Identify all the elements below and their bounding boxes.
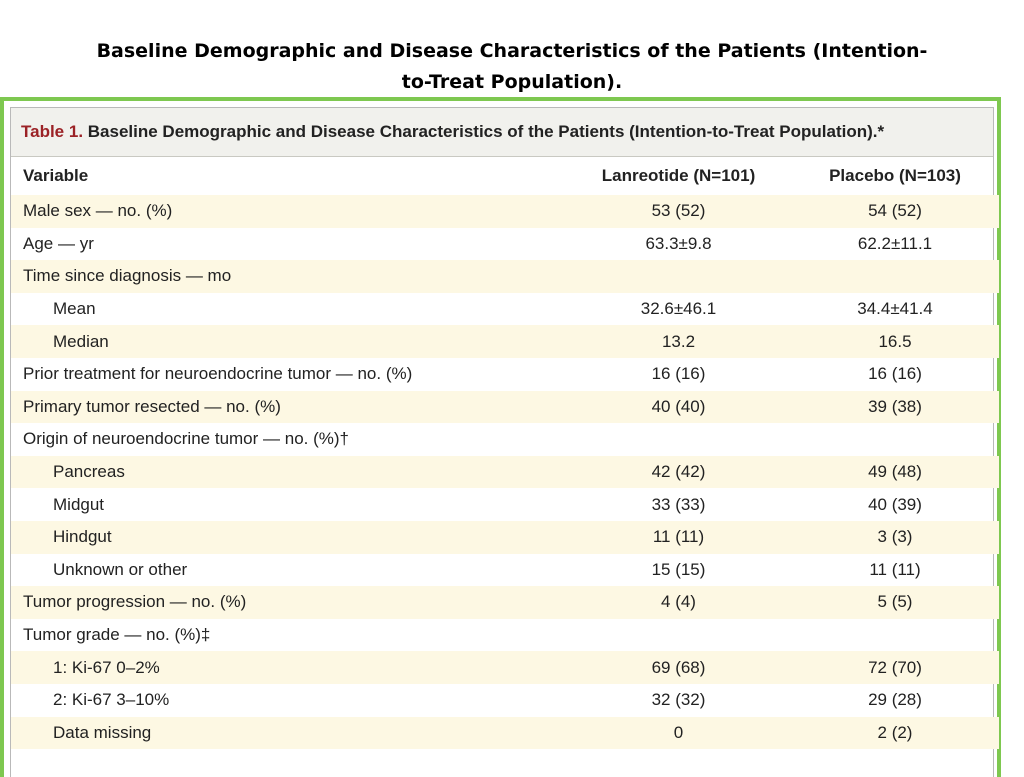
- placebo-cell: 34.4±41.4: [857, 299, 933, 319]
- variable-cell: 2: Ki-67 3–10%: [53, 690, 170, 710]
- variable-cell: Time since diagnosis — mo: [11, 260, 566, 293]
- table-row: Mean 32.6±46.1 34.4±41.4: [11, 293, 999, 326]
- variable-cell: Midgut: [53, 494, 105, 514]
- table-row: Tumor grade — no. (%)‡: [11, 619, 999, 652]
- placebo-cell: [791, 423, 999, 456]
- table-row: Midgut 33 (33) 40 (39): [11, 488, 999, 521]
- lanreotide-cell: 0: [566, 716, 791, 750]
- variable-cell: 1: Ki-67 0–2%: [11, 651, 566, 684]
- variable-cell: Primary tumor resected — no. (%): [11, 390, 566, 424]
- table-row: Primary tumor resected — no. (%) 40 (40) 3…: [11, 390, 999, 424]
- lanreotide-cell: 32.6±46.1: [640, 299, 717, 319]
- data-table-panel: Table 1. Baseline Demographic and Diseas…: [10, 107, 999, 777]
- placebo-cell: 49 (48): [791, 455, 999, 489]
- lanreotide-cell: [566, 619, 791, 652]
- table-image-frame: Table 1. Baseline Demographic and Diseas…: [0, 97, 1001, 777]
- placebo-cell: 39 (38): [791, 390, 999, 424]
- table-body: Male sex — no. (%) 53 (52) 54 (52) Age — yr…: [11, 195, 999, 750]
- placebo-cell: 72 (70): [791, 651, 999, 684]
- slide-title: Baseline Demographic and Disease Charact…: [40, 36, 984, 98]
- lanreotide-cell: 40 (40): [566, 390, 791, 424]
- table-header-row: Variable Lanreotide (N=101) Placebo (N=1…: [11, 157, 999, 195]
- lanreotide-cell: 53 (52): [566, 195, 791, 228]
- table-label: Table 1.: [21, 122, 84, 141]
- placebo-cell: [791, 619, 999, 652]
- variable-cell: Mean: [53, 299, 96, 319]
- lanreotide-cell: [566, 260, 791, 293]
- lanreotide-cell: 11 (11): [566, 520, 791, 554]
- placebo-cell: 29 (28): [868, 690, 922, 710]
- table-row: Median 13.2 16.5: [11, 325, 999, 358]
- placebo-cell: 62.2±11.1: [857, 233, 933, 253]
- table-title: Baseline Demographic and Disease Charact…: [87, 122, 885, 141]
- table-caption: Table 1. Baseline Demographic and Diseas…: [11, 108, 993, 157]
- variable-cell: Tumor grade — no. (%)‡: [23, 625, 211, 645]
- slide-title-line-2: to-Treat Population).: [401, 71, 623, 93]
- variable-cell: Unknown or other: [53, 559, 188, 579]
- table-row: 2: Ki-67 3–10% 32 (32) 29 (28): [11, 684, 999, 717]
- placebo-cell: 2 (2): [791, 716, 999, 750]
- placebo-cell: 5 (5): [791, 586, 999, 619]
- variable-cell: Tumor progression — no. (%): [11, 586, 566, 619]
- table-row: Age — yr 63.3±9.8 62.2±11.1: [11, 228, 999, 261]
- lanreotide-cell: 33 (33): [651, 494, 706, 514]
- table-row: Time since diagnosis — mo: [11, 260, 999, 293]
- lanreotide-cell: 15 (15): [651, 559, 706, 579]
- lanreotide-cell: 4 (4): [566, 586, 791, 619]
- placebo-cell: 40 (39): [868, 494, 922, 514]
- lanreotide-cell: [566, 423, 791, 456]
- table-row: Origin of neuroendocrine tumor — no. (%)…: [11, 423, 999, 456]
- header-variable: Variable: [23, 166, 89, 185]
- header-placebo: Placebo (N=103): [829, 166, 961, 185]
- placebo-cell: [791, 260, 999, 293]
- header-lanreotide: Lanreotide (N=101): [601, 166, 756, 185]
- lanreotide-cell: 32 (32): [651, 690, 706, 710]
- placebo-cell: 54 (52): [791, 195, 999, 228]
- variable-cell: Male sex — no. (%): [11, 195, 566, 228]
- table-row: Hindgut 11 (11) 3 (3): [11, 520, 999, 554]
- variable-cell: Prior treatment for neuroendocrine tumor…: [23, 364, 413, 384]
- placebo-cell: 16 (16): [868, 364, 922, 384]
- table-row: Tumor progression — no. (%) 4 (4) 5 (5): [11, 586, 999, 619]
- variable-cell: Age — yr: [23, 233, 94, 253]
- table-row: Male sex — no. (%) 53 (52) 54 (52): [11, 195, 999, 228]
- table-row: Data missing 0 2 (2): [11, 716, 999, 750]
- lanreotide-cell: 63.3±9.8: [645, 233, 712, 253]
- table-row: Unknown or other 15 (15) 11 (11): [11, 554, 999, 587]
- table-row: Prior treatment for neuroendocrine tumor…: [11, 358, 999, 391]
- variable-cell: Median: [11, 325, 566, 358]
- variable-cell: Pancreas: [11, 455, 566, 489]
- table-row: Pancreas 42 (42) 49 (48): [11, 455, 999, 489]
- lanreotide-cell: 69 (68): [566, 651, 791, 684]
- placebo-cell: 16.5: [791, 325, 999, 358]
- data-table: Variable Lanreotide (N=101) Placebo (N=1…: [11, 157, 999, 750]
- variable-cell: Hindgut: [11, 520, 566, 554]
- lanreotide-cell: 42 (42): [566, 455, 791, 489]
- table-row: 1: Ki-67 0–2% 69 (68) 72 (70): [11, 651, 999, 684]
- placebo-cell: 3 (3): [791, 520, 999, 554]
- lanreotide-cell: 16 (16): [651, 364, 706, 384]
- placebo-cell: 11 (11): [869, 559, 921, 579]
- variable-cell: Data missing: [11, 716, 566, 750]
- lanreotide-cell: 13.2: [566, 325, 791, 358]
- variable-cell: Origin of neuroendocrine tumor — no. (%)…: [23, 429, 349, 449]
- slide-title-line-1: Baseline Demographic and Disease Charact…: [96, 40, 928, 62]
